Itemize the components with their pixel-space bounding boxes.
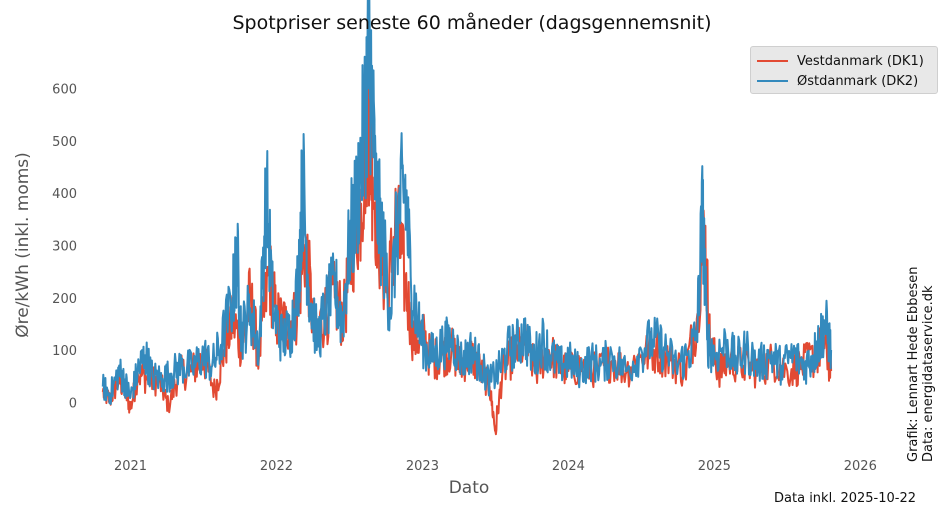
- legend-label-dk2: Østdanmark (DK2): [797, 73, 919, 89]
- x-tick-label: 2026: [844, 459, 877, 474]
- x-tick-label: 2021: [114, 459, 147, 474]
- x-tick-label: 2023: [406, 459, 439, 474]
- data-date-note: Data inkl. 2025-10-22: [774, 491, 916, 506]
- x-axis-ticks: 2021 2022 2023 2024 2025 2026: [114, 459, 877, 474]
- legend-item-dk2: Østdanmark (DK2): [757, 72, 918, 90]
- y-tick-label: 400: [52, 187, 77, 202]
- y-tick-label: 600: [52, 83, 77, 98]
- credit-author: Grafik: Lennart Hede Ebbesen: [906, 266, 921, 462]
- y-tick-label: 200: [52, 292, 77, 307]
- x-tick-label: 2022: [260, 459, 293, 474]
- legend-item-dk1: Vestdanmark (DK1): [757, 52, 924, 70]
- legend-label-dk1: Vestdanmark (DK1): [797, 53, 924, 69]
- legend-swatch-dk1: [757, 60, 788, 62]
- legend-swatch-dk2: [757, 80, 788, 82]
- y-tick-label: 500: [52, 135, 77, 150]
- legend: Vestdanmark (DK1) Østdanmark (DK2): [750, 46, 938, 94]
- credit-source: Data: energidataservice.dk: [921, 285, 936, 462]
- y-tick-label: 100: [52, 344, 77, 359]
- x-axis-label: Dato: [449, 478, 490, 498]
- chart-title: Spotpriser seneste 60 måneder (dagsgenne…: [232, 12, 712, 34]
- series-layer: [101, 0, 833, 436]
- x-tick-label: 2024: [552, 459, 585, 474]
- y-axis-ticks: 0 100 200 300 400 500 600: [52, 83, 77, 412]
- y-tick-label: 300: [52, 239, 77, 254]
- series-line-dk1: [101, 65, 833, 436]
- y-tick-label: 0: [69, 396, 77, 411]
- y-axis-label: Øre/kWh (inkl. moms): [13, 152, 33, 338]
- x-tick-label: 2025: [698, 459, 731, 474]
- series-line-dk2: [101, 0, 833, 405]
